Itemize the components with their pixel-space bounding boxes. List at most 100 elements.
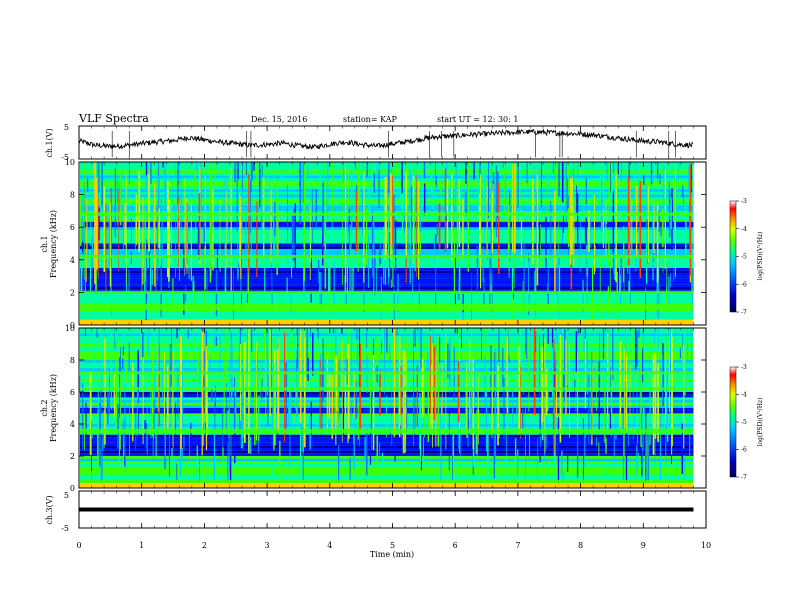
spec-bright-band [80,254,694,259]
spec-ytick-label: 4 [70,256,75,265]
x-tick-label: 10 [701,541,711,550]
colorbar-tick-label: -7 [741,309,747,316]
ch3-voltage-panel: ch.3(V) 5 -5 [45,490,707,533]
colorbar-tick-label: -7 [741,474,747,481]
spec-ytick-label: 10 [65,324,75,333]
spec-row [80,354,694,358]
ch1-channel-label: ch.1 [40,235,49,252]
spec-row [80,384,694,387]
spec-row [80,378,694,382]
ch2-freq-ylabel: Frequency (kHz) [49,374,58,442]
spec-row [80,477,694,480]
spec-row [80,466,694,470]
ch1-ylabel: ch.1(V) [45,128,54,157]
spec-row [80,469,694,472]
spec-row [80,381,694,384]
x-tick-label: 6 [453,541,458,550]
x-axis: 0 1 2 3 4 5 6 7 8 9 10 [76,126,711,550]
ch2-channel-label: ch.2 [40,399,49,416]
x-tick-label: 0 [76,541,81,550]
spec-row [80,437,694,440]
spec-row [80,352,694,355]
ch1-spectrogram-panel: ch.1 Frequency (kHz) 0 2 4 6 8 10 [40,158,707,330]
ch3-ylabel: ch.3(V) [45,495,54,524]
spec-ytick-label: 10 [65,158,75,167]
x-tick-label: 4 [327,541,332,550]
spec-row [80,167,694,171]
colorbar-tick-label: -3 [741,364,747,371]
colorbar-tick-label: -4 [741,392,747,399]
spec-row [80,284,694,287]
spec-bright-band [80,480,694,484]
ch3-ytick-top: 5 [64,491,69,500]
ch2-colorbar-label: log(PSD)(V²/Hz) [757,398,764,447]
colorbar-tick-label: -5 [741,419,747,426]
spec-row [80,265,694,268]
spec-row [80,362,694,366]
ch1-voltage-trace [78,128,694,150]
spec-bright-band [80,290,694,295]
x-tick-label: 8 [578,541,583,550]
ch3-ytick-bottom: -5 [61,524,69,533]
spec-bright-band [80,387,694,391]
spec-row [80,376,694,379]
spec-row [80,262,694,266]
spec-row [80,464,694,467]
spec-row [80,368,694,371]
ch1-colorbar: -3 -4 -5 -6 -7 log(PSD)(V²/Hz) [729,198,764,316]
spec-row [80,295,694,298]
spec-row [80,257,694,260]
spec-bright-band [80,303,694,311]
spec-row [80,360,694,363]
x-tick-label: 9 [641,541,646,550]
spec-row [80,357,694,360]
ch1-colorbar-label: log(PSD)(V²/Hz) [757,232,764,281]
spec-row [80,170,694,173]
colorbar-tick-label: -4 [741,226,747,233]
ch2-colorbar: -3 -4 -5 -6 -7 log(PSD)(V²/Hz) [729,364,764,481]
x-tick-label: 2 [202,541,207,550]
colorbar-tick-label: -5 [741,254,747,261]
ch1-ytick-bottom: -5 [61,153,69,162]
spec-row [80,314,694,317]
spec-row [80,442,694,446]
spec-row [80,281,694,285]
spec-row [80,394,694,398]
spec-bright-band [80,428,694,434]
x-axis-label: Time (min) [370,550,414,559]
spec-row [80,389,694,392]
figure-station: station= KAP [343,115,398,124]
spec-ytick-label: 0 [70,484,75,493]
spec-row [80,373,694,376]
spec-row [80,316,694,320]
spec-row [80,365,694,368]
spec-row [80,164,694,168]
ch1-voltage-panel: ch.1(V) 5 -5 [45,123,707,162]
spec-row [80,311,694,315]
figure-date: Dec. 15, 2016 [251,115,307,124]
spec-row [80,286,694,290]
ch2-spectrogram-panel: ch.2 Frequency (kHz) 0 2 4 6 8 10 [40,324,707,493]
spec-ytick-label: 2 [70,288,75,297]
spec-row [80,453,694,456]
spec-bright-band [80,371,694,375]
spec-row [80,276,694,279]
spec-row [80,273,694,277]
x-tick-label: 7 [515,541,520,550]
spec-ytick-label: 0 [70,321,75,330]
ch1-freq-ylabel: Frequency (kHz) [49,210,58,278]
spec-row [80,440,694,443]
figure-title: VLF Spectra [78,112,149,125]
spec-row [80,474,694,478]
spec-row [80,259,694,263]
x-tick-label: 5 [390,541,395,550]
spec-low-band [80,483,694,488]
spec-low-band [80,320,694,325]
colorbar-tick-label: -3 [741,198,747,205]
x-tick-label: 1 [139,541,144,550]
spec-row [80,300,694,304]
spec-row [80,270,694,274]
spec-row [80,267,694,271]
x-tick-label: 3 [265,541,270,550]
